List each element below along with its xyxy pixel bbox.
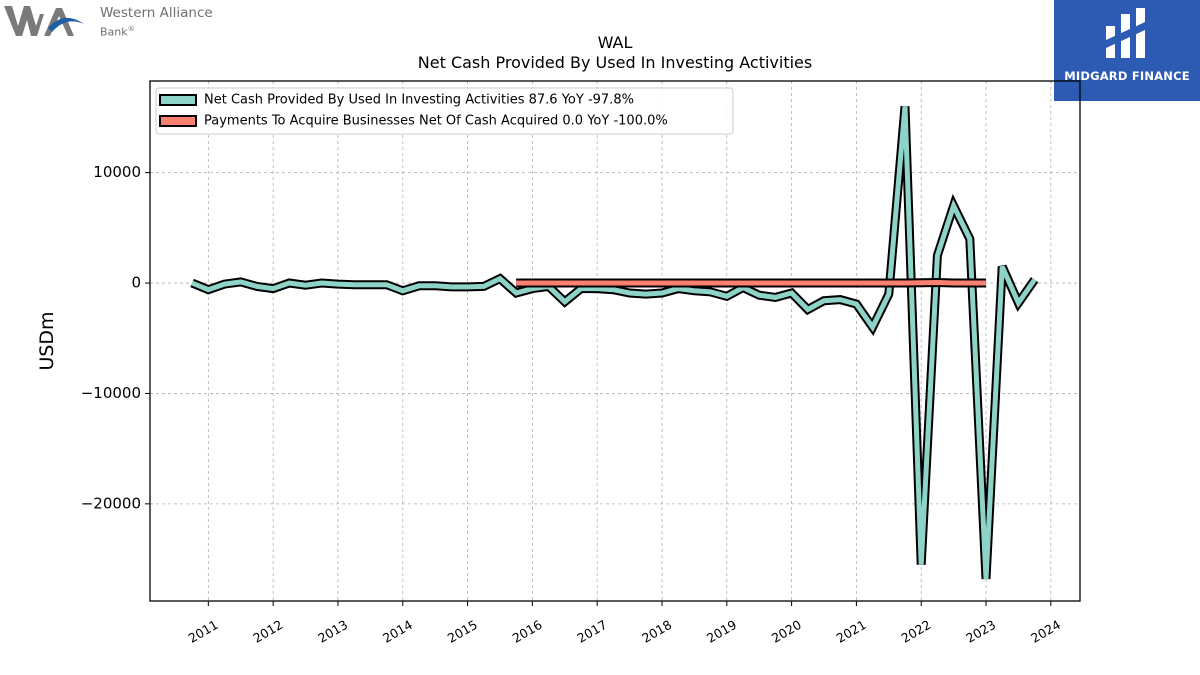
- x-axis: 2011 2012 2013 2014 2015 2016 2017 2018 2019 2020…: [186, 601, 1063, 646]
- chart-subtitle: Net Cash Provided By Used In Investing A…: [418, 53, 812, 72]
- company-name: Western Alliance: [100, 5, 213, 21]
- y-axis: 10000 0 −10000 −20000: [81, 163, 150, 512]
- y-tick-label: −10000: [81, 384, 141, 402]
- legend-label-1: Net Cash Provided By Used In Investing A…: [204, 93, 634, 108]
- x-tick-label: 2013: [315, 617, 350, 646]
- midgard-monogram-icon: [1106, 8, 1145, 58]
- series-2-line: [516, 279, 986, 286]
- x-tick-label: 2021: [834, 617, 869, 646]
- wa-monogram-icon: [4, 6, 84, 36]
- x-tick-label: 2014: [380, 617, 415, 646]
- x-tick-label: 2022: [898, 617, 933, 646]
- legend-box: [155, 87, 734, 135]
- legend-swatch-2: [159, 115, 197, 127]
- partner-name: MIDGARD FINANCE: [1064, 69, 1190, 83]
- x-tick-label: 2018: [639, 617, 674, 646]
- x-tick-label: 2016: [510, 617, 545, 646]
- legend-label-2: Payments To Acquire Businesses Net Of Ca…: [204, 114, 668, 129]
- western-alliance-logo: Western Alliance Bank®: [4, 4, 224, 40]
- legend: Net Cash Provided By Used In Investing A…: [155, 87, 734, 135]
- y-tick-label: 0: [131, 274, 141, 292]
- company-wordmark: Western Alliance Bank®: [100, 5, 213, 41]
- y-tick-label: −20000: [81, 494, 141, 512]
- x-tick-label: 2012: [250, 617, 285, 646]
- x-tick-label: 2011: [186, 617, 221, 646]
- grid-lines: [150, 81, 1080, 601]
- x-tick-label: 2024: [1028, 617, 1063, 646]
- plot-area-frame: [149, 80, 1081, 602]
- series-layer: [190, 106, 1039, 580]
- midgard-finance-logo: MIDGARD FINANCE: [1054, 0, 1200, 101]
- series-1-line: [191, 106, 1037, 580]
- x-tick-label: 2020: [769, 617, 804, 646]
- company-subname: Bank®: [100, 25, 135, 39]
- x-tick-label: 2023: [963, 617, 998, 646]
- y-tick-label: 10000: [93, 163, 141, 181]
- legend-swatch-1: [159, 94, 197, 106]
- x-tick-label: 2019: [704, 617, 739, 646]
- x-tick-label: 2017: [574, 617, 609, 646]
- chart-title: WAL: [598, 33, 633, 52]
- y-axis-label: USDm: [36, 311, 58, 370]
- x-tick-label: 2015: [445, 617, 480, 646]
